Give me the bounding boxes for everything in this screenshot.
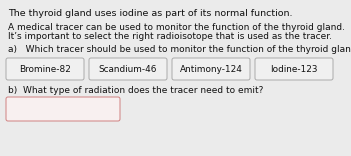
Text: A medical tracer can be used to monitor the function of the thyroid gland.: A medical tracer can be used to monitor … [8,23,345,32]
FancyBboxPatch shape [172,58,250,80]
Text: b)  What type of radiation does the tracer need to emit?: b) What type of radiation does the trace… [8,86,263,95]
FancyBboxPatch shape [6,58,84,80]
Text: Scandium-46: Scandium-46 [99,64,157,73]
Text: Iodine-123: Iodine-123 [270,64,318,73]
Text: Antimony-124: Antimony-124 [180,64,243,73]
FancyBboxPatch shape [6,97,120,121]
Text: a)   Which tracer should be used to monitor the function of the thyroid gland?: a) Which tracer should be used to monito… [8,45,351,54]
Text: Bromine-82: Bromine-82 [19,64,71,73]
FancyBboxPatch shape [89,58,167,80]
Text: The thyroid gland uses iodine as part of its normal function.: The thyroid gland uses iodine as part of… [8,9,292,18]
FancyBboxPatch shape [255,58,333,80]
Text: It’s important to select the right radioisotope that is used as the tracer.: It’s important to select the right radio… [8,32,332,41]
